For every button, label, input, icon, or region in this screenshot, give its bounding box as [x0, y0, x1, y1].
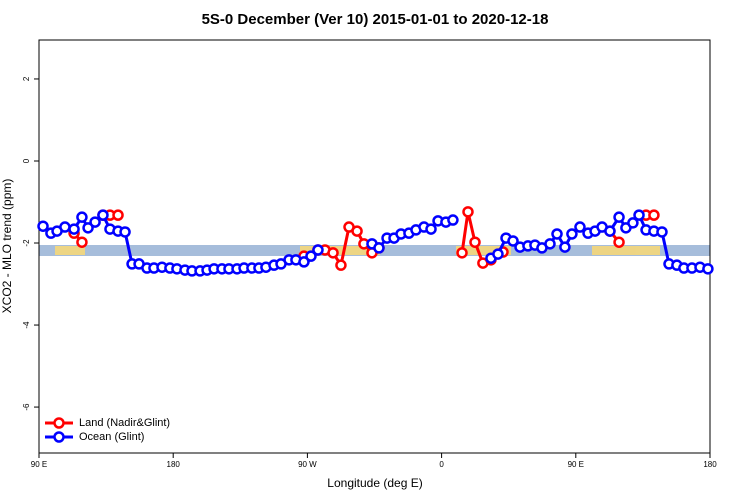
point [68, 223, 80, 235]
x-tick-label: 180 [703, 460, 717, 469]
point [574, 221, 586, 233]
chart-title: 5S-0 December (Ver 10) 2015-01-01 to 202… [202, 11, 549, 28]
legend-marker [53, 417, 65, 429]
point [76, 236, 88, 248]
point [335, 259, 347, 271]
land-patch [300, 246, 380, 255]
point [305, 250, 317, 262]
point [507, 235, 519, 247]
x-tick-label: 180 [167, 460, 181, 469]
x-tick-label: 90 W [298, 460, 317, 469]
point [633, 209, 645, 221]
land-patch [456, 246, 511, 255]
point [89, 216, 101, 228]
point [76, 211, 88, 223]
point [551, 228, 563, 240]
y-tick-label: 2 [22, 76, 31, 81]
point [312, 244, 324, 256]
point [613, 236, 625, 248]
point [469, 236, 481, 248]
point [656, 226, 668, 238]
x-tick-label: 0 [439, 460, 444, 469]
y-tick-label: -6 [22, 403, 31, 411]
point [82, 222, 94, 234]
point [97, 209, 109, 221]
point [462, 206, 474, 218]
point [566, 228, 578, 240]
point [373, 242, 385, 254]
point [627, 217, 639, 229]
point [425, 223, 437, 235]
point [702, 263, 714, 275]
plot-frame [38, 39, 711, 454]
point [351, 225, 363, 237]
point [119, 226, 131, 238]
y-tick-label: 0 [22, 158, 31, 163]
y-tick-label: -4 [22, 321, 31, 329]
point [59, 221, 71, 233]
legend-label: Land (Nadir&Glint) [79, 417, 170, 429]
land-patch [55, 246, 85, 255]
point [544, 238, 556, 250]
point [37, 220, 49, 232]
point [648, 209, 660, 221]
land-patch [592, 246, 660, 255]
y-tick-label: -2 [22, 239, 31, 247]
point [447, 214, 459, 226]
x-axis-label: Longitude (deg E) [327, 476, 422, 490]
point [492, 248, 504, 260]
point [112, 209, 124, 221]
point [604, 225, 616, 237]
y-axis-label: XCO2 - MLO trend (ppm) [0, 179, 14, 314]
point [559, 241, 571, 253]
x-tick-label: 90 E [31, 460, 47, 469]
point [327, 247, 339, 259]
x-tick-label: 90 E [568, 460, 584, 469]
legend-marker [53, 431, 65, 443]
land-mask [55, 246, 660, 255]
legend-label: Ocean (Glint) [79, 431, 144, 443]
point [456, 247, 468, 259]
point [298, 256, 310, 268]
point [613, 211, 625, 223]
